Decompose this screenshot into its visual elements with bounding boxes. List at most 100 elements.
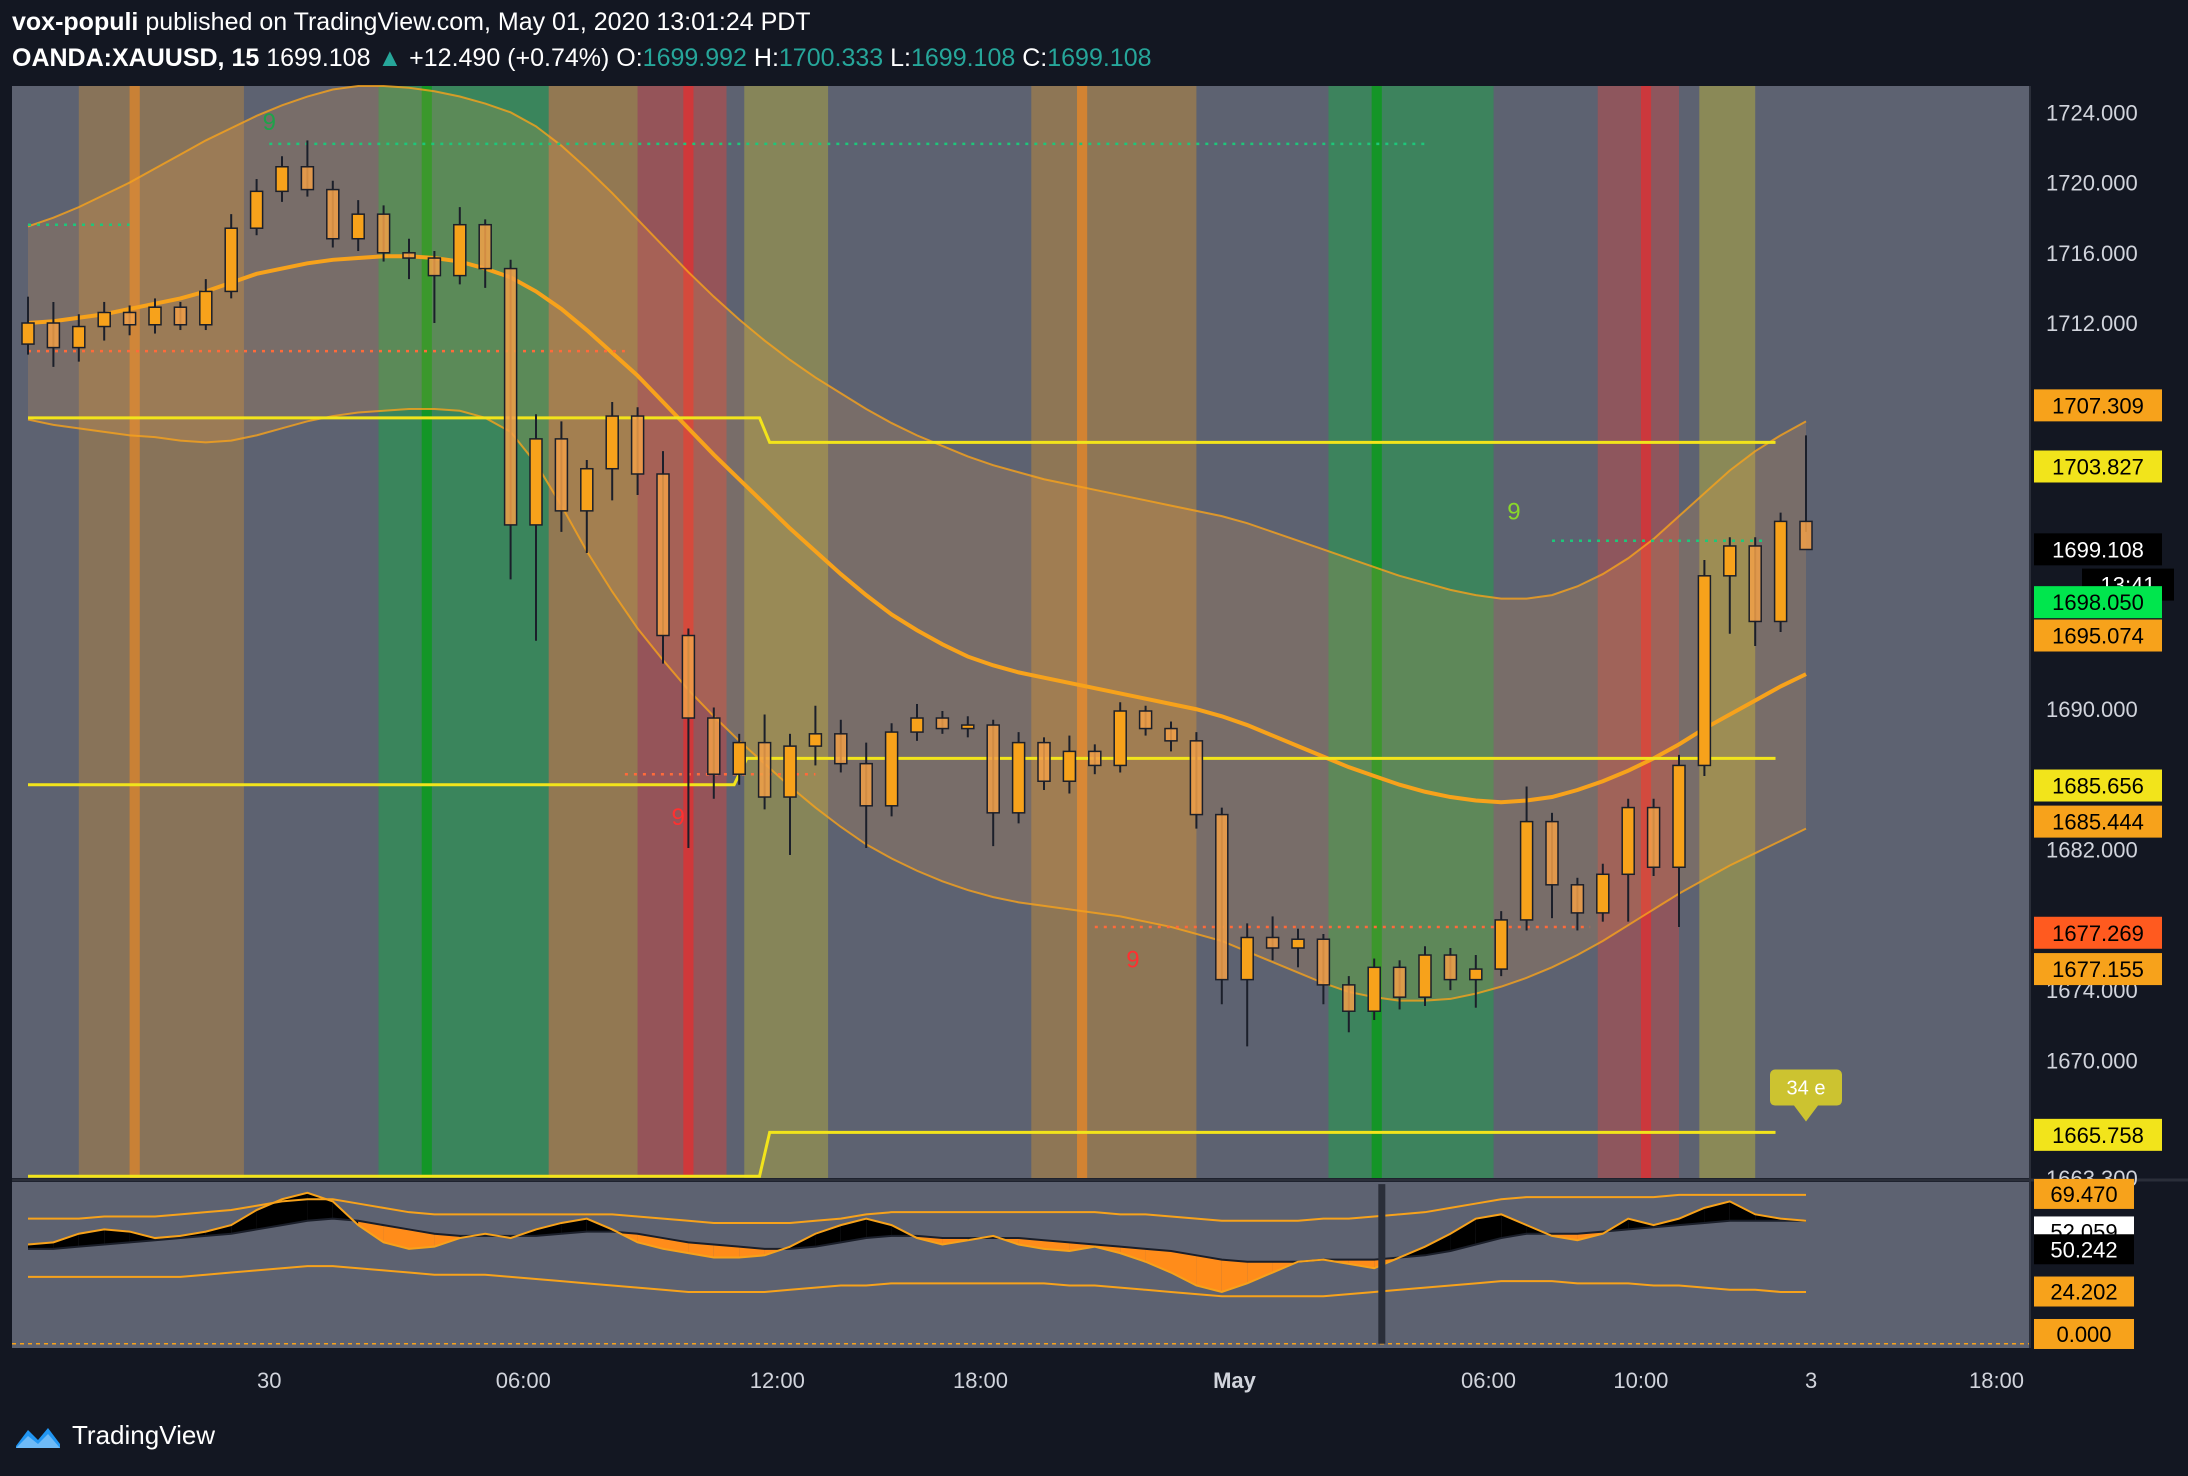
candle xyxy=(1799,435,1813,551)
osc-tag-bg xyxy=(2034,1276,2134,1307)
candle xyxy=(224,214,238,299)
candle-body xyxy=(783,745,797,798)
candle xyxy=(326,180,340,248)
candle-body xyxy=(732,741,746,775)
candle-body xyxy=(72,325,86,349)
candle xyxy=(707,707,721,799)
highlight-zone xyxy=(129,86,140,1178)
candle-body xyxy=(961,724,975,730)
low-label: L: xyxy=(890,44,911,72)
support-level-line xyxy=(28,1130,1776,1178)
candle-body xyxy=(1113,710,1127,767)
price-tick-label: 1670.000 xyxy=(2046,1048,2138,1073)
candle xyxy=(1189,732,1204,829)
osc-pane-background xyxy=(12,1182,2030,1348)
candle xyxy=(275,156,289,202)
author-name[interactable]: vox-populi xyxy=(12,8,139,36)
price-tick-label: 1690.000 xyxy=(2046,697,2138,722)
candle-body xyxy=(757,741,772,798)
candle-body xyxy=(1646,806,1661,869)
price-tag: 1665.758 xyxy=(2034,1118,2162,1151)
symbol-name[interactable]: OANDA:XAUUSD, 15 xyxy=(12,44,260,72)
candle xyxy=(453,207,467,285)
candle xyxy=(554,421,569,532)
price-chart[interactable]: 9 9 9 9 1724.000 1720.000 1716.000 1712.000 169… xyxy=(0,0,2188,1410)
candle xyxy=(72,314,86,362)
osc-fill xyxy=(434,1233,460,1247)
candle xyxy=(1088,744,1102,775)
price-tag-label: 1707.309 xyxy=(2052,393,2144,418)
brand-name: TradingView xyxy=(72,1420,216,1450)
candle-body xyxy=(681,634,696,719)
time-tick-label: 12:00 xyxy=(750,1368,805,1393)
time-tick-label: 10:00 xyxy=(1613,1368,1668,1393)
candle-body xyxy=(1519,820,1534,921)
candle-body xyxy=(376,213,391,254)
candle xyxy=(1240,923,1254,1047)
candle xyxy=(503,259,518,580)
osc-fill xyxy=(1018,1238,1044,1249)
candle xyxy=(1113,702,1127,773)
candle xyxy=(427,251,442,324)
candle-body xyxy=(1494,919,1508,970)
candle xyxy=(1138,705,1153,736)
candle-body xyxy=(402,252,416,259)
close-label: C: xyxy=(1022,44,1048,72)
candle xyxy=(529,414,543,641)
resistance-level-line xyxy=(28,416,1776,444)
osc-fill xyxy=(28,1242,54,1249)
candle-body xyxy=(1088,750,1102,767)
candle-body xyxy=(1621,806,1635,876)
candle-body xyxy=(580,467,594,512)
osc-tag-label: 69.470 xyxy=(2050,1182,2117,1207)
candle-body xyxy=(1367,966,1381,1012)
tradingview-brand[interactable]: TradingView xyxy=(14,1420,215,1451)
osc-fill xyxy=(1450,1218,1476,1251)
osc-fill xyxy=(1120,1246,1146,1262)
high-value: 1700.333 xyxy=(778,44,884,72)
price-tag: 1699.108 xyxy=(2034,533,2162,566)
candle-body xyxy=(834,733,848,765)
candle-body xyxy=(1773,520,1788,623)
time-tick-label: 18:00 xyxy=(953,1368,1008,1393)
candle-body xyxy=(1469,968,1483,981)
osc-fill xyxy=(1044,1240,1070,1251)
candle xyxy=(1596,863,1610,922)
candle-body xyxy=(554,438,569,512)
candle xyxy=(1342,976,1356,1033)
osc-fill xyxy=(1145,1248,1171,1273)
candle xyxy=(1494,911,1508,977)
price-tick-label: 1712.000 xyxy=(2046,311,2138,336)
oscillator xyxy=(12,1184,2030,1345)
osc-fill xyxy=(129,1231,155,1243)
candle-body xyxy=(859,762,873,807)
osc-fill xyxy=(815,1225,841,1247)
candle-body xyxy=(910,717,924,733)
osc-tag-label: 0.000 xyxy=(2056,1322,2111,1347)
candle xyxy=(935,711,950,734)
candle-body xyxy=(503,267,518,526)
candle-body xyxy=(1596,873,1610,914)
osc-tag-bg xyxy=(2034,1234,2134,1265)
osc-lower-line xyxy=(28,1265,1806,1298)
candle-body xyxy=(1799,520,1813,551)
highlight-zone xyxy=(637,86,727,1178)
candle-body xyxy=(122,311,137,326)
candle xyxy=(1037,737,1051,791)
candle xyxy=(910,703,924,741)
highlight-zone xyxy=(548,86,638,1178)
osc-fill xyxy=(256,1199,282,1230)
candle xyxy=(1672,754,1686,927)
highlight-zone xyxy=(421,86,432,1178)
candle-body xyxy=(224,227,238,293)
price-tick-label: 1720.000 xyxy=(2046,171,2138,196)
osc-fill xyxy=(231,1210,257,1234)
price-tag-bg xyxy=(2034,805,2162,838)
candle-body xyxy=(148,306,162,326)
candle-body xyxy=(1037,741,1051,782)
time-tick-label: 3 xyxy=(1805,1368,1817,1393)
osc-tag: 0.000 xyxy=(2034,1318,2134,1349)
candle xyxy=(46,301,61,367)
osc-fill xyxy=(1475,1214,1502,1245)
candle-body xyxy=(605,415,619,470)
